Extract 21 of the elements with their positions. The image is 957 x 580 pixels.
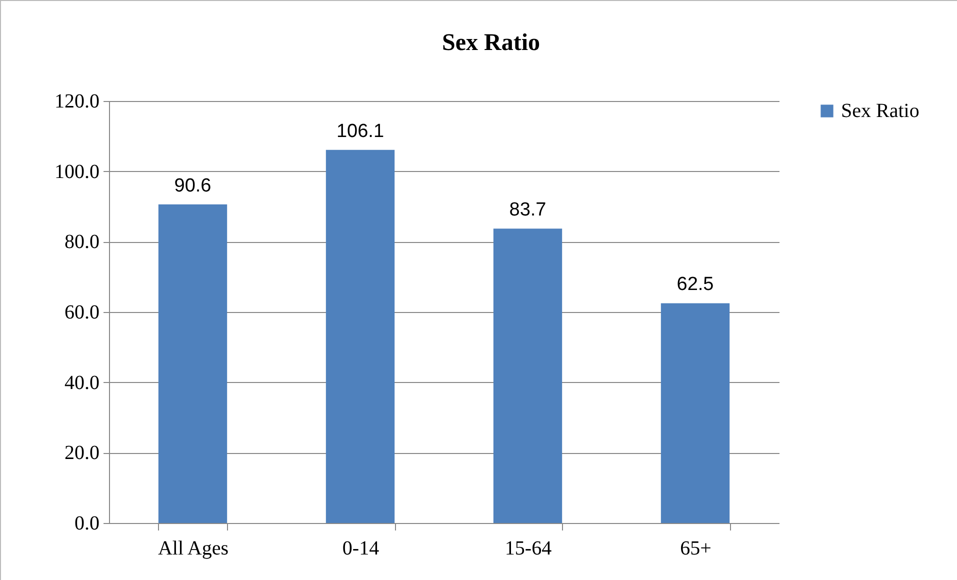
y-tick-label: 80.0	[64, 231, 100, 254]
y-tick-label: 60.0	[64, 302, 100, 324]
y-tick-label: 100.0	[54, 160, 100, 183]
data-label: 106.1	[336, 120, 384, 142]
data-label: 83.7	[509, 200, 546, 221]
x-tick-label: 0-14	[342, 538, 380, 560]
y-tick-label: 0.0	[74, 512, 100, 534]
bar	[158, 204, 228, 523]
bar	[493, 228, 562, 523]
y-tick-label: 120.0	[54, 90, 100, 112]
x-tick-label: 65+	[680, 538, 712, 560]
bar	[326, 150, 395, 523]
data-label: 62.5	[676, 274, 714, 296]
legend-label: Sex Ratio	[841, 100, 920, 122]
y-tick-label: 20.0	[64, 442, 100, 464]
y-tick-label: 40.0	[64, 372, 100, 394]
chart-title: Sex Ratio	[442, 30, 540, 56]
bar	[660, 303, 730, 523]
x-tick-label: 15-64	[504, 538, 552, 560]
data-label: 90.6	[174, 175, 212, 196]
x-tick-label: All Ages	[158, 538, 229, 560]
